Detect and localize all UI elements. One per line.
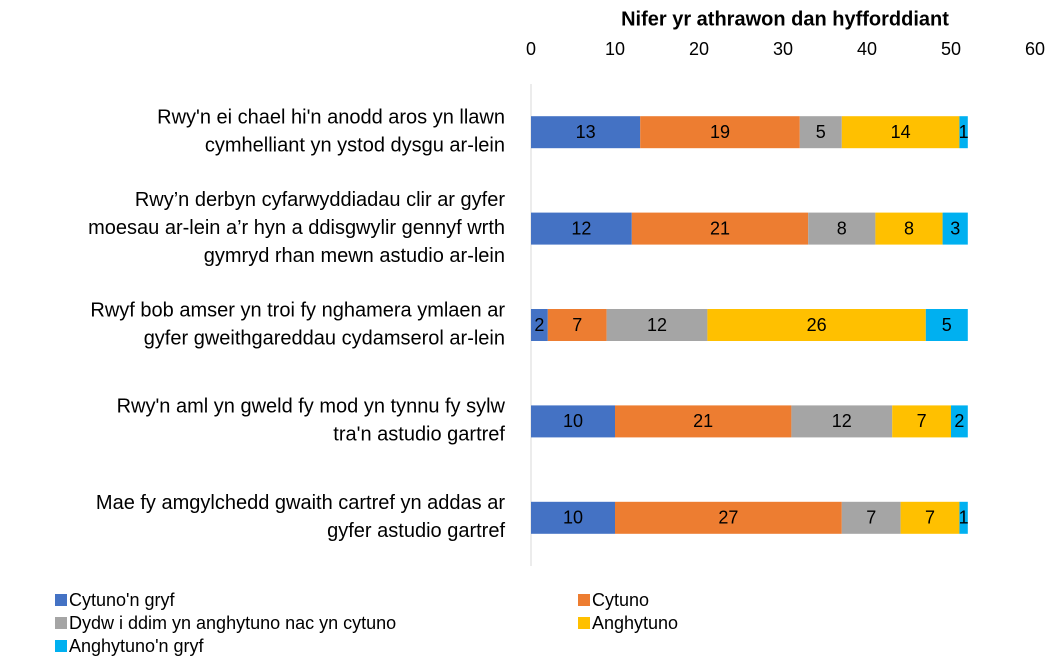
legend-label: Anghytuno xyxy=(592,613,678,633)
legend-swatch xyxy=(55,640,67,652)
bar-segment xyxy=(959,116,968,149)
data-label: 27 xyxy=(718,508,738,528)
data-label: 8 xyxy=(837,218,847,238)
bar-segment xyxy=(951,405,968,438)
bar-segment xyxy=(531,309,548,341)
bar-segment xyxy=(959,501,968,534)
data-label: 12 xyxy=(571,218,591,238)
bar-segment xyxy=(615,405,792,438)
data-label: 13 xyxy=(576,122,596,142)
legend-label: Cytuno xyxy=(592,590,649,610)
data-label: 3 xyxy=(950,218,960,238)
category-label: Rwy'n aml yn gweld fy mod yn tynnu fy sy… xyxy=(117,396,506,418)
legend-label: Dydw i ddim yn anghytuno nac yn cytuno xyxy=(69,613,396,633)
legend-label: Cytuno'n gryf xyxy=(69,590,175,610)
category-label: gymryd rhan mewn astudio ar-lein xyxy=(204,245,505,267)
category-label: Rwy’n derbyn cyfarwyddiadau clir ar gyfe… xyxy=(135,189,505,211)
legend-swatch xyxy=(55,617,67,629)
bar-segment xyxy=(631,212,809,245)
x-tick-label: 20 xyxy=(689,39,709,59)
bar-segment xyxy=(640,116,800,149)
data-label: 10 xyxy=(563,411,583,431)
data-label: 21 xyxy=(710,218,730,238)
bar-segment xyxy=(531,501,615,534)
x-tick-label: 10 xyxy=(605,39,625,59)
bar-segment xyxy=(841,116,960,149)
data-label: 12 xyxy=(832,411,852,431)
legend-swatch xyxy=(578,594,590,606)
data-label: 8 xyxy=(904,218,914,238)
bar-segment xyxy=(531,212,632,245)
chart-title: Nifer yr athrawon dan hyfforddiant xyxy=(621,8,949,30)
bar-segment xyxy=(841,501,901,534)
data-label: 2 xyxy=(954,411,964,431)
bar-segment xyxy=(875,212,943,245)
bar-segment xyxy=(892,405,951,438)
data-label: 2 xyxy=(534,315,544,335)
bar-segment xyxy=(531,116,641,149)
data-label: 14 xyxy=(891,122,911,142)
bar-segment xyxy=(799,116,842,149)
data-label: 7 xyxy=(572,315,582,335)
legend-label: Anghytuno'n gryf xyxy=(69,636,205,656)
bar-segment xyxy=(925,309,968,341)
bar-segment xyxy=(791,405,893,438)
bar-segment xyxy=(942,212,968,245)
legend-swatch xyxy=(578,617,590,629)
bar-segment xyxy=(900,501,960,534)
category-label: moesau ar-lein a’r hyn a ddisgwylir genn… xyxy=(88,217,505,239)
category-label: cymhelliant yn ystod dysgu ar-lein xyxy=(205,134,505,156)
bar-segment xyxy=(615,501,842,534)
data-label: 12 xyxy=(647,315,667,335)
category-label: Rwy'n ei chael hi'n anodd aros yn llawn xyxy=(157,106,505,128)
data-label: 1 xyxy=(959,122,969,142)
data-label: 7 xyxy=(925,508,935,528)
x-tick-label: 30 xyxy=(773,39,793,59)
x-tick-label: 0 xyxy=(526,39,536,59)
data-label: 1 xyxy=(959,508,969,528)
bar-segment xyxy=(707,309,926,341)
data-label: 7 xyxy=(866,508,876,528)
data-label: 26 xyxy=(807,315,827,335)
data-label: 5 xyxy=(816,122,826,142)
x-tick-label: 60 xyxy=(1025,39,1045,59)
bar-segment xyxy=(606,309,708,341)
x-tick-label: 50 xyxy=(941,39,961,59)
data-label: 21 xyxy=(693,411,713,431)
bar-segment xyxy=(808,212,876,245)
x-tick-label: 40 xyxy=(857,39,877,59)
data-label: 7 xyxy=(917,411,927,431)
data-label: 19 xyxy=(710,122,730,142)
category-label: Rwyf bob amser yn troi fy nghamera ymlae… xyxy=(90,299,505,321)
category-label: gyfer astudio gartref xyxy=(327,520,505,542)
category-label: Mae fy amgylchedd gwaith cartref yn adda… xyxy=(96,492,505,514)
data-label: 10 xyxy=(563,508,583,528)
data-label: 5 xyxy=(942,315,952,335)
category-label: tra'n astudio gartref xyxy=(333,424,505,446)
legend-swatch xyxy=(55,594,67,606)
category-label: gyfer gweithgareddau cydamserol ar-lein xyxy=(144,327,505,349)
bar-segment xyxy=(531,405,615,438)
bar-segment xyxy=(547,309,607,341)
